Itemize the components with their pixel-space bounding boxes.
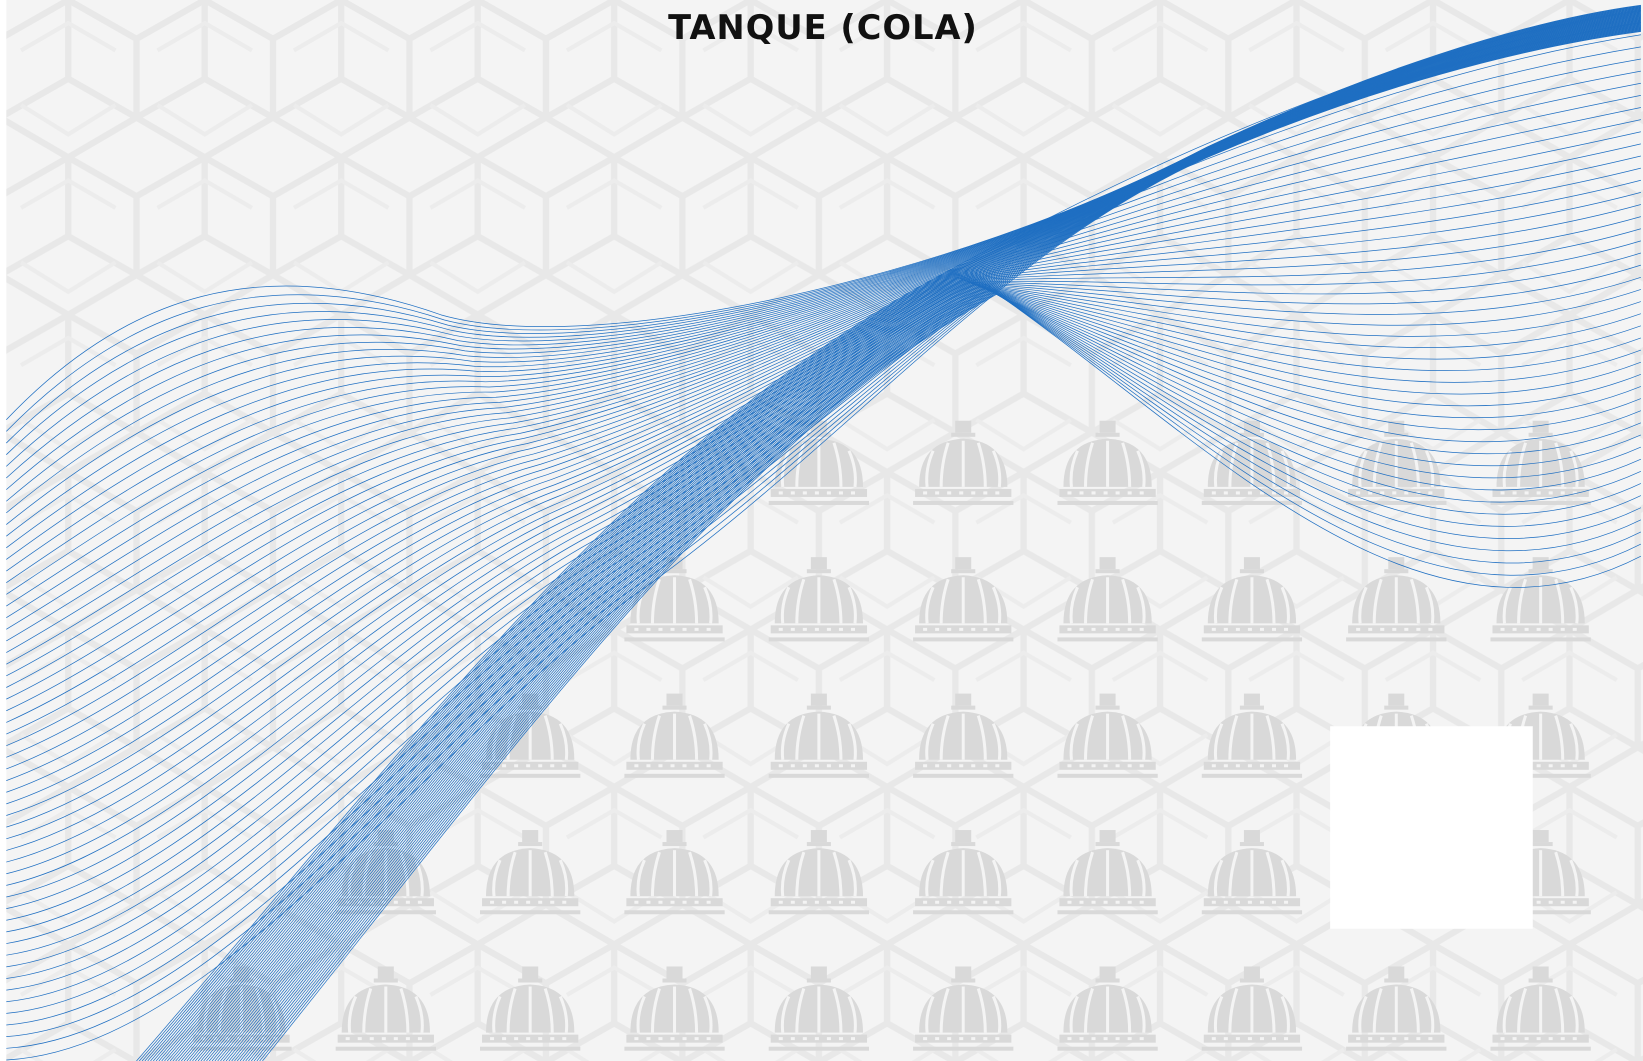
page-title: TANQUE (COLA) (668, 8, 978, 47)
blank-box (1330, 726, 1533, 929)
page: Tanque (Cola) {"header": {"title": "TANQ… (0, 0, 1643, 1061)
security-sheet: TANQUE (COLA) (0, 0, 1643, 1061)
page-body: TANQUE (COLA) (() => { const data = JSON… (0, 0, 1643, 1061)
